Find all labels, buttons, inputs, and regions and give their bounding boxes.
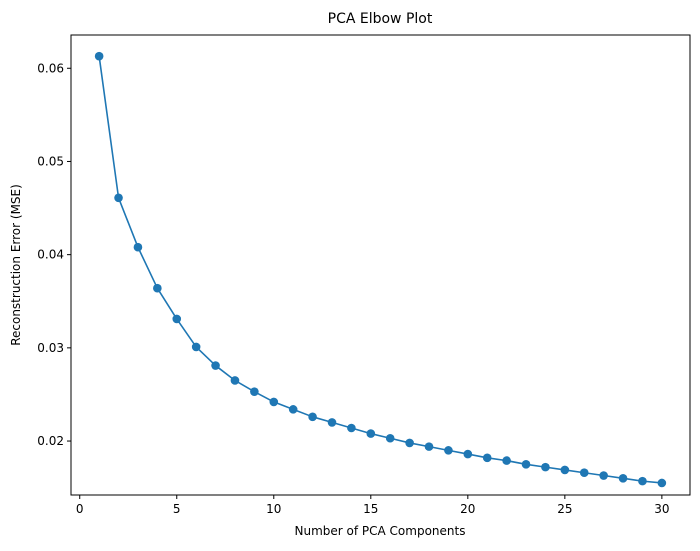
data-point	[463, 449, 473, 459]
x-tick-label: 10	[266, 502, 281, 516]
series-layer	[94, 51, 667, 488]
y-tick-label: 0.04	[37, 248, 64, 262]
data-point	[153, 283, 162, 293]
y-tick-label: 0.02	[37, 434, 64, 448]
data-point	[366, 429, 376, 438]
data-point	[327, 418, 337, 427]
data-point	[541, 462, 550, 472]
chart-title: PCA Elbow Plot	[328, 11, 433, 27]
data-point	[385, 433, 395, 443]
data-point	[521, 460, 531, 469]
x-tick-label: 0	[76, 502, 84, 516]
data-point	[308, 412, 317, 422]
data-point	[482, 453, 492, 463]
y-tick-label: 0.05	[37, 154, 64, 168]
data-point	[618, 474, 628, 483]
data-point	[269, 397, 279, 407]
data-point	[133, 242, 143, 252]
data-point	[191, 342, 201, 352]
x-tick-label: 20	[460, 502, 475, 516]
data-point	[638, 476, 647, 486]
data-point	[599, 471, 608, 480]
x-tick-label: 15	[363, 502, 378, 516]
data-point	[579, 468, 589, 478]
data-point	[347, 423, 356, 433]
axis-ticks: 0 5 10 15 20 25 30 0.02 0.03 0.04 0.05 0.06	[37, 61, 669, 516]
x-tick-label: 5	[173, 502, 181, 516]
y-axis-label: Reconstruction Error (MSE)	[9, 184, 23, 346]
data-point	[288, 405, 298, 414]
x-tick-label: 30	[654, 502, 669, 516]
data-point	[657, 478, 667, 488]
data-point	[444, 446, 453, 455]
data-point	[405, 438, 414, 448]
x-tick-label: 25	[557, 502, 572, 516]
y-tick-label: 0.06	[37, 61, 64, 75]
plot-frame	[70, 34, 691, 496]
data-point	[502, 456, 511, 465]
data-point	[114, 193, 123, 203]
data-point	[211, 361, 220, 370]
data-point	[94, 51, 104, 61]
y-tick-label: 0.03	[37, 341, 64, 355]
data-point	[250, 387, 259, 396]
data-point	[230, 376, 240, 385]
data-point	[172, 314, 182, 324]
data-point	[424, 442, 434, 451]
x-axis-label: Number of PCA Components	[295, 524, 466, 538]
data-point	[560, 465, 570, 475]
